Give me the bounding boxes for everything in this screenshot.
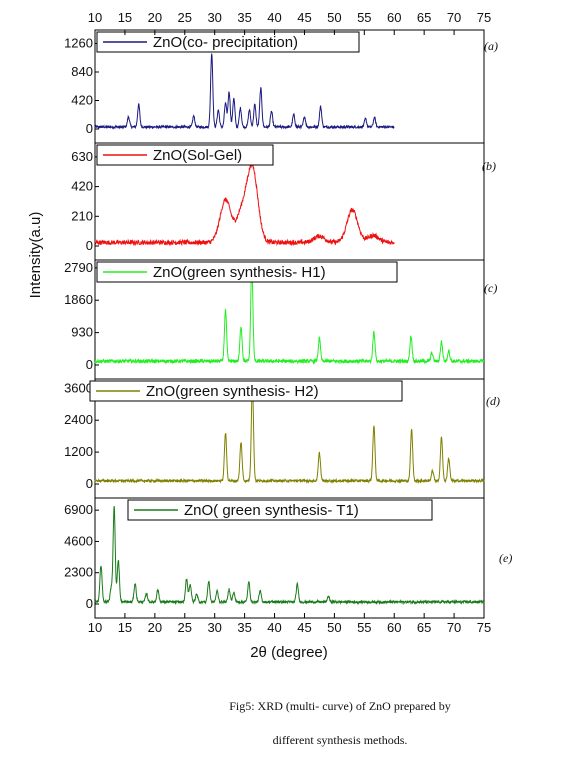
x-tick-label-top: 55 xyxy=(357,10,371,25)
y-tick-label: 3600 xyxy=(64,380,93,395)
legend: ZnO(green synthesis- H1) xyxy=(96,261,398,283)
x-tick-label-bottom: 60 xyxy=(387,620,401,635)
panel-tag: (e) xyxy=(499,551,512,565)
x-tick-label-top: 70 xyxy=(447,10,461,25)
y-tick-label: 0 xyxy=(86,121,93,136)
y-tick-label: 0 xyxy=(86,476,93,491)
xrd-panel: 0 2300 4600 6900 ZnO( green synthesis- T1) (e… xyxy=(64,497,512,619)
y-tick-label: 420 xyxy=(71,179,93,194)
legend: ZnO(Sol-Gel) xyxy=(96,144,274,166)
x-tick-label-bottom: 70 xyxy=(447,620,461,635)
y-tick-label: 0 xyxy=(86,357,93,372)
x-tick-label-top: 25 xyxy=(178,10,192,25)
xrd-panel: 0 930 1860 2790 ZnO(green synthesis- H1) (c) xyxy=(64,259,497,380)
xrd-series-line xyxy=(94,383,485,484)
legend-box xyxy=(127,499,433,521)
y-tick-label: 6900 xyxy=(64,502,93,517)
xrd-panel: 0 420 840 1260 ZnO(co- precipitation) (a) xyxy=(64,29,498,144)
x-tick-label-top: 30 xyxy=(207,10,221,25)
y-tick-label: 210 xyxy=(71,208,93,223)
x-tick-label-top: 20 xyxy=(148,10,162,25)
y-tick-label: 1260 xyxy=(64,36,93,51)
panel-tag: (d) xyxy=(486,394,500,408)
xrd-panels: 0 420 840 1260 ZnO(co- precipitation) (a) 0 210… xyxy=(64,10,512,635)
x-tick-label-bottom: 50 xyxy=(327,620,341,635)
figure-caption-line-1: Fig5: XRD (multi- curve) of ZnO prepared… xyxy=(229,699,451,713)
panel-frame xyxy=(94,497,485,619)
xrd-series-line xyxy=(94,53,395,130)
legend-label: ZnO(green synthesis- H2) xyxy=(146,383,319,400)
x-tick-label-bottom: 45 xyxy=(297,620,311,635)
legend-label: ZnO(green synthesis- H1) xyxy=(153,264,326,281)
y-tick-label: 2400 xyxy=(64,412,93,427)
x-tick-label-top: 10 xyxy=(88,10,102,25)
y-tick-label: 2790 xyxy=(64,260,93,275)
x-tick-label-top: 40 xyxy=(267,10,281,25)
x-tick-label-top: 15 xyxy=(118,10,132,25)
x-tick-label-bottom: 30 xyxy=(207,620,221,635)
x-tick-label-bottom: 15 xyxy=(118,620,132,635)
legend-box xyxy=(96,261,398,283)
xrd-panel: 0 1200 2400 3600 ZnO(green synthesis- H2) (d) xyxy=(64,378,500,499)
y-tick-label: 840 xyxy=(71,64,93,79)
x-tick-label-bottom: 55 xyxy=(357,620,371,635)
y-tick-label: 0 xyxy=(86,596,93,611)
legend-box xyxy=(96,31,360,53)
xrd-series-line xyxy=(94,505,485,606)
x-tick-label-top: 75 xyxy=(477,10,491,25)
x-tick-label-bottom: 40 xyxy=(267,620,281,635)
x-tick-label-top: 50 xyxy=(327,10,341,25)
x-tick-label-bottom: 25 xyxy=(178,620,192,635)
x-tick-label-top: 65 xyxy=(417,10,431,25)
y-tick-label: 0 xyxy=(86,238,93,253)
x-tick-label-bottom: 35 xyxy=(237,620,251,635)
panel-tag: (b) xyxy=(482,159,496,173)
legend-label: ZnO( green synthesis- T1) xyxy=(184,502,359,519)
x-axes: 10 10 15 15 20 20 25 25 30 30 35 35 40 40 45 45 50 50 55 55… xyxy=(88,10,491,635)
xrd-series-line xyxy=(94,265,485,365)
legend-label: ZnO(Sol-Gel) xyxy=(153,147,242,164)
panel-tag: (a) xyxy=(484,39,498,53)
x-tick-label-bottom: 20 xyxy=(148,620,162,635)
x-tick-label-bottom: 75 xyxy=(477,620,491,635)
xrd-series-line xyxy=(94,162,395,247)
y-tick-label: 4600 xyxy=(64,533,93,548)
x-tick-label-top: 45 xyxy=(297,10,311,25)
y-tick-label: 2300 xyxy=(64,565,93,580)
y-tick-label: 1200 xyxy=(64,444,93,459)
x-tick-label-top: 35 xyxy=(237,10,251,25)
legend-label: ZnO(co- precipitation) xyxy=(153,34,298,51)
y-tick-label: 630 xyxy=(71,149,93,164)
legend: ZnO(co- precipitation) xyxy=(96,31,360,53)
y-tick-label: 1860 xyxy=(64,292,93,307)
y-axis-title: Intensity(a.u) xyxy=(27,212,44,299)
legend: ZnO( green synthesis- T1) xyxy=(127,499,433,521)
x-tick-label-bottom: 65 xyxy=(417,620,431,635)
legend-box xyxy=(96,144,274,166)
y-tick-label: 420 xyxy=(71,93,93,108)
legend-box xyxy=(89,380,403,402)
x-axis-title: 2θ (degree) xyxy=(250,644,328,661)
panel-tag: (c) xyxy=(484,281,497,295)
legend: ZnO(green synthesis- H2) xyxy=(89,380,403,402)
figure-caption-line-2: different synthesis methods. xyxy=(272,733,408,747)
y-tick-label: 930 xyxy=(71,325,93,340)
xrd-panel: 0 210 420 630 ZnO(Sol-Gel) (b) xyxy=(71,142,496,261)
x-tick-label-bottom: 10 xyxy=(88,620,102,635)
x-tick-label-top: 60 xyxy=(387,10,401,25)
